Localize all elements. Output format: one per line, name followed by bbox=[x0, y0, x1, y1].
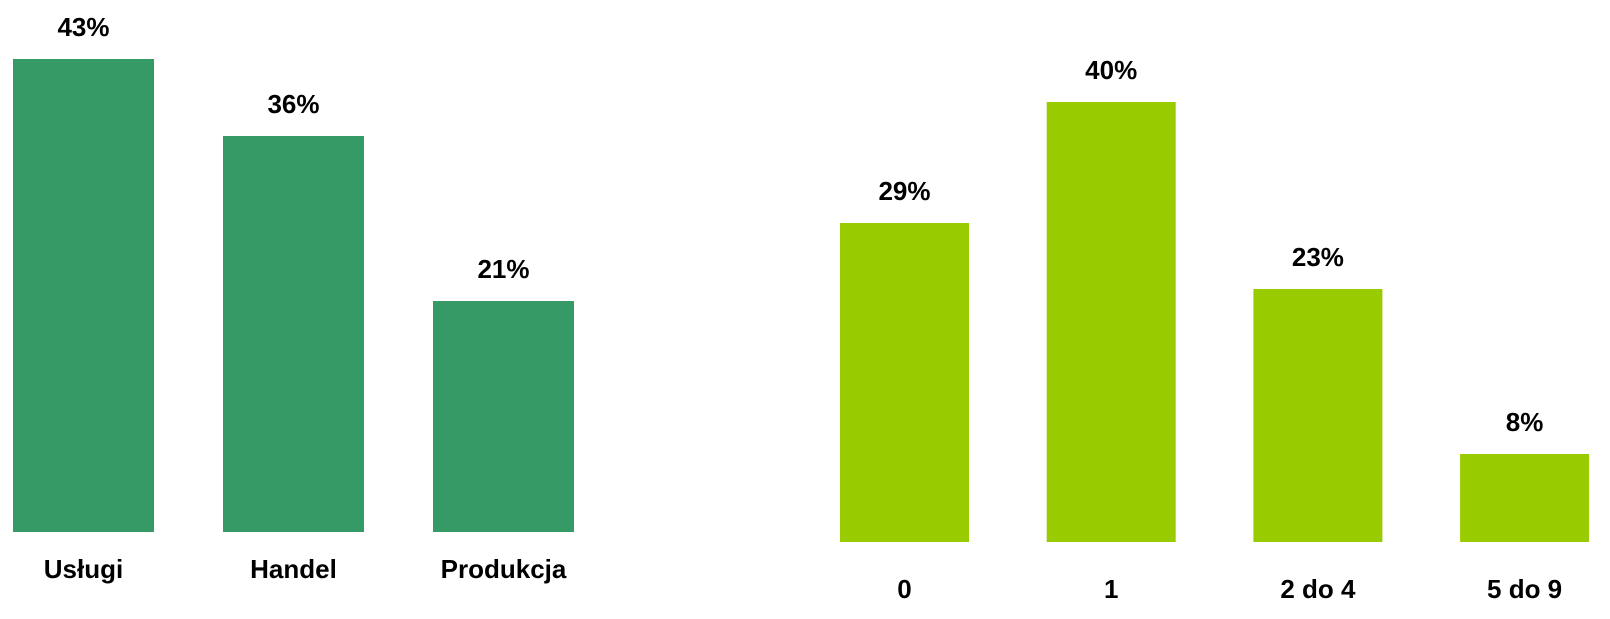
value-label: 8% bbox=[1506, 407, 1544, 437]
value-label: 40% bbox=[1085, 55, 1137, 85]
category-label: 1 bbox=[1104, 574, 1118, 604]
category-label: Usługi bbox=[44, 554, 123, 584]
value-label: 21% bbox=[477, 254, 529, 284]
category-label: 2 do 4 bbox=[1280, 574, 1356, 604]
bar bbox=[1046, 102, 1176, 542]
bar bbox=[223, 136, 364, 532]
category-label: Handel bbox=[250, 554, 337, 584]
value-label: 43% bbox=[57, 12, 109, 42]
category-label: Produkcja bbox=[441, 554, 567, 584]
value-label: 23% bbox=[1292, 242, 1344, 272]
bar bbox=[1253, 289, 1383, 542]
category-label: 5 do 9 bbox=[1487, 574, 1562, 604]
bar bbox=[840, 223, 969, 542]
value-label: 36% bbox=[267, 89, 319, 119]
category-label: 0 bbox=[897, 574, 911, 604]
bar bbox=[1460, 454, 1590, 542]
value-label: 29% bbox=[878, 176, 930, 206]
bar bbox=[433, 301, 574, 532]
bar bbox=[13, 59, 154, 532]
